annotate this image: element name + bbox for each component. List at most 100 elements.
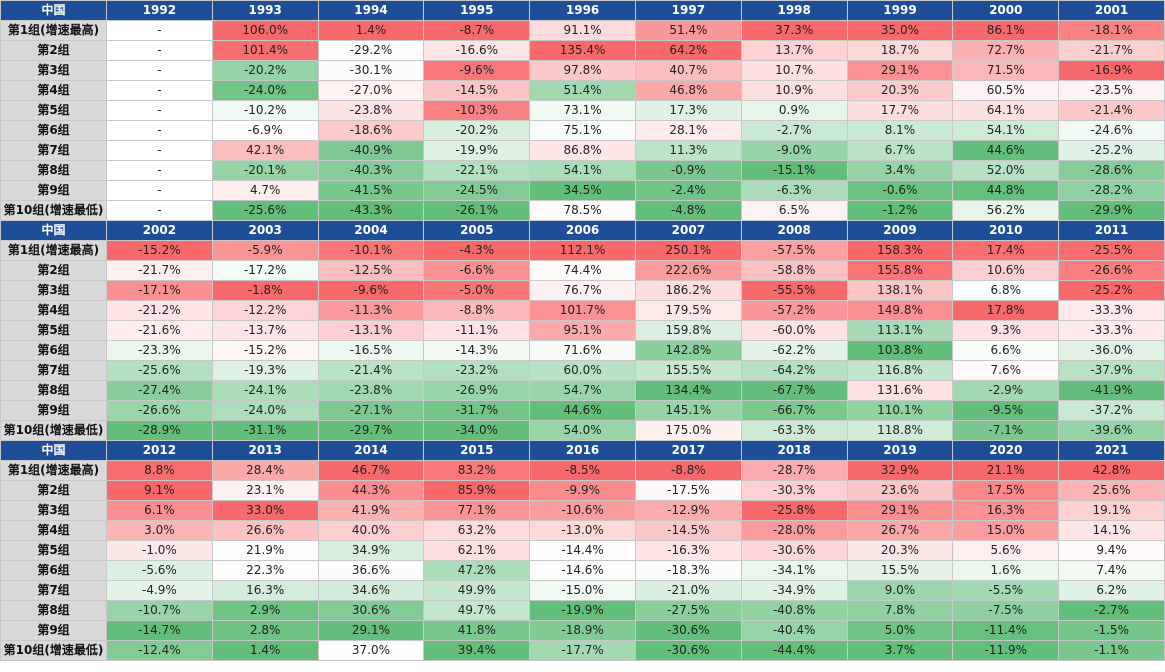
year-header: 2016 <box>529 440 636 461</box>
year-header: 2018 <box>740 440 848 461</box>
heat-cell: 83.2% <box>423 460 531 481</box>
heat-cell: -28.0% <box>740 520 848 541</box>
heat-cell: 86.1% <box>952 20 1060 41</box>
heat-cell: 21.9% <box>211 540 319 561</box>
heat-cell: 71.5% <box>952 60 1060 81</box>
heat-cell: -6.9% <box>211 120 319 141</box>
row-label: 第6组 <box>0 340 107 361</box>
heat-cell: -14.7% <box>106 620 213 641</box>
table-row: 第9组 -26.6% -24.0% -27.1% -31.7% 44.6% 145.1% -6… <box>0 400 1165 421</box>
heat-cell: -8.8% <box>423 300 531 321</box>
heat-cell: 9.3% <box>952 320 1060 341</box>
heat-cell: -21.6% <box>106 320 213 341</box>
heat-cell: 49.9% <box>423 580 531 601</box>
heat-cell: 63.2% <box>423 520 531 541</box>
table-row: 第8组 - -20.1% -40.3% -22.1% 54.1% -0.9% -15.1% 3.… <box>0 160 1165 181</box>
heat-cell: 91.1% <box>529 20 636 41</box>
heat-cell: -66.7% <box>740 400 848 421</box>
heat-cell: - <box>106 60 213 81</box>
heat-cell: 40.7% <box>634 60 742 81</box>
heat-cell: 47.2% <box>423 560 531 581</box>
year-header: 1997 <box>634 0 742 21</box>
heat-cell: 52.0% <box>952 160 1060 181</box>
row-label: 第8组 <box>0 600 107 621</box>
heat-cell: -14.6% <box>529 560 636 581</box>
heat-cell: -25.2% <box>1058 140 1165 161</box>
heat-cell: - <box>106 80 213 101</box>
table-row: 第2组 9.1% 23.1% 44.3% 85.9% -9.9% -17.5% -30.3% 2… <box>0 480 1165 501</box>
heat-cell: -16.6% <box>423 40 531 61</box>
heat-cell: -28.9% <box>106 420 213 441</box>
heat-cell: 46.7% <box>317 460 425 481</box>
heat-cell: 101.7% <box>529 300 636 321</box>
heat-cell: -0.9% <box>634 160 742 181</box>
heat-cell: 7.8% <box>846 600 954 621</box>
heat-cell: 73.1% <box>529 100 636 121</box>
table-row: 第4组 - -24.0% -27.0% -14.5% 51.4% 46.8% 10.9% 20.… <box>0 80 1165 101</box>
heat-cell: -11.9% <box>952 640 1060 661</box>
heat-cell: -19.9% <box>529 600 636 621</box>
row-label: 第9组 <box>0 180 107 201</box>
heat-cell: 113.1% <box>846 320 954 341</box>
table-row: 第5组 - -10.2% -23.8% -10.3% 73.1% 17.3% 0.9% 17.7… <box>0 100 1165 121</box>
year-header: 2020 <box>952 440 1060 461</box>
heat-cell: 4.7% <box>211 180 319 201</box>
heat-cell: 138.1% <box>846 280 954 301</box>
heat-cell: -26.1% <box>423 200 531 221</box>
heat-cell: -31.1% <box>211 420 319 441</box>
row-label: 第1组(增速最高) <box>0 240 107 261</box>
heat-cell: -26.6% <box>106 400 213 421</box>
table-row: 第5组 -21.6% -13.7% -13.1% -11.1% 95.1% 159.8% -6… <box>0 320 1165 341</box>
heat-cell: -20.1% <box>211 160 319 181</box>
heat-cell: -16.3% <box>634 540 742 561</box>
heat-cell: -15.1% <box>740 160 848 181</box>
heat-cell: 186.2% <box>634 280 742 301</box>
heat-cell: -31.7% <box>423 400 531 421</box>
heat-cell: -14.5% <box>634 520 742 541</box>
heat-cell: -18.6% <box>317 120 425 141</box>
heat-cell: 85.9% <box>423 480 531 501</box>
heat-cell: -9.9% <box>529 480 636 501</box>
header-row: 中国 2012 2013 2014 2015 2016 2017 2018 2019 2020 20… <box>0 440 1165 461</box>
heat-cell: 56.2% <box>952 200 1060 221</box>
heat-cell: -12.5% <box>317 260 425 281</box>
heat-cell: -30.6% <box>634 620 742 641</box>
heat-cell: 30.6% <box>317 600 425 621</box>
heat-cell: 76.7% <box>529 280 636 301</box>
heat-cell: 35.0% <box>846 20 954 41</box>
year-header: 2002 <box>106 220 213 241</box>
heat-cell: 155.5% <box>634 360 742 381</box>
heat-cell: -40.8% <box>740 600 848 621</box>
heat-cell: - <box>106 120 213 141</box>
heat-cell: 51.4% <box>529 80 636 101</box>
row-label: 第2组 <box>0 260 107 281</box>
year-header: 2019 <box>846 440 954 461</box>
heat-cell: 16.3% <box>211 580 319 601</box>
corner-label: 中国 <box>0 220 107 241</box>
row-label: 第1组(增速最高) <box>0 20 107 41</box>
heat-cell: -5.6% <box>106 560 213 581</box>
row-label: 第1组(增速最高) <box>0 460 107 481</box>
heat-cell: 6.7% <box>846 140 954 161</box>
row-label: 第9组 <box>0 620 107 641</box>
heat-cell: -6.6% <box>423 260 531 281</box>
row-label: 第3组 <box>0 500 107 521</box>
heat-cell: 8.1% <box>846 120 954 141</box>
heat-cell: 78.5% <box>529 200 636 221</box>
heat-cell: 142.8% <box>634 340 742 361</box>
heat-cell: 112.1% <box>529 240 636 261</box>
heat-cell: -25.5% <box>1058 240 1165 261</box>
table-row: 第8组 -27.4% -24.1% -23.8% -26.9% 54.7% 134.4% -6… <box>0 380 1165 401</box>
heat-cell: -21.4% <box>1058 100 1165 121</box>
heat-cell: -19.9% <box>423 140 531 161</box>
heat-cell: - <box>106 20 213 41</box>
heat-cell: -28.7% <box>740 460 848 481</box>
table-row: 第1组(增速最高) -106.0% 1.4% -8.7% 91.1% 51.4% 37.3%… <box>0 20 1165 41</box>
heat-cell: -25.6% <box>211 200 319 221</box>
heat-cell: 86.8% <box>529 140 636 161</box>
heat-cell: -25.8% <box>740 500 848 521</box>
row-label: 第5组 <box>0 540 107 561</box>
year-header: 1998 <box>740 0 848 21</box>
heat-cell: -9.0% <box>740 140 848 161</box>
heat-cell: -11.1% <box>423 320 531 341</box>
